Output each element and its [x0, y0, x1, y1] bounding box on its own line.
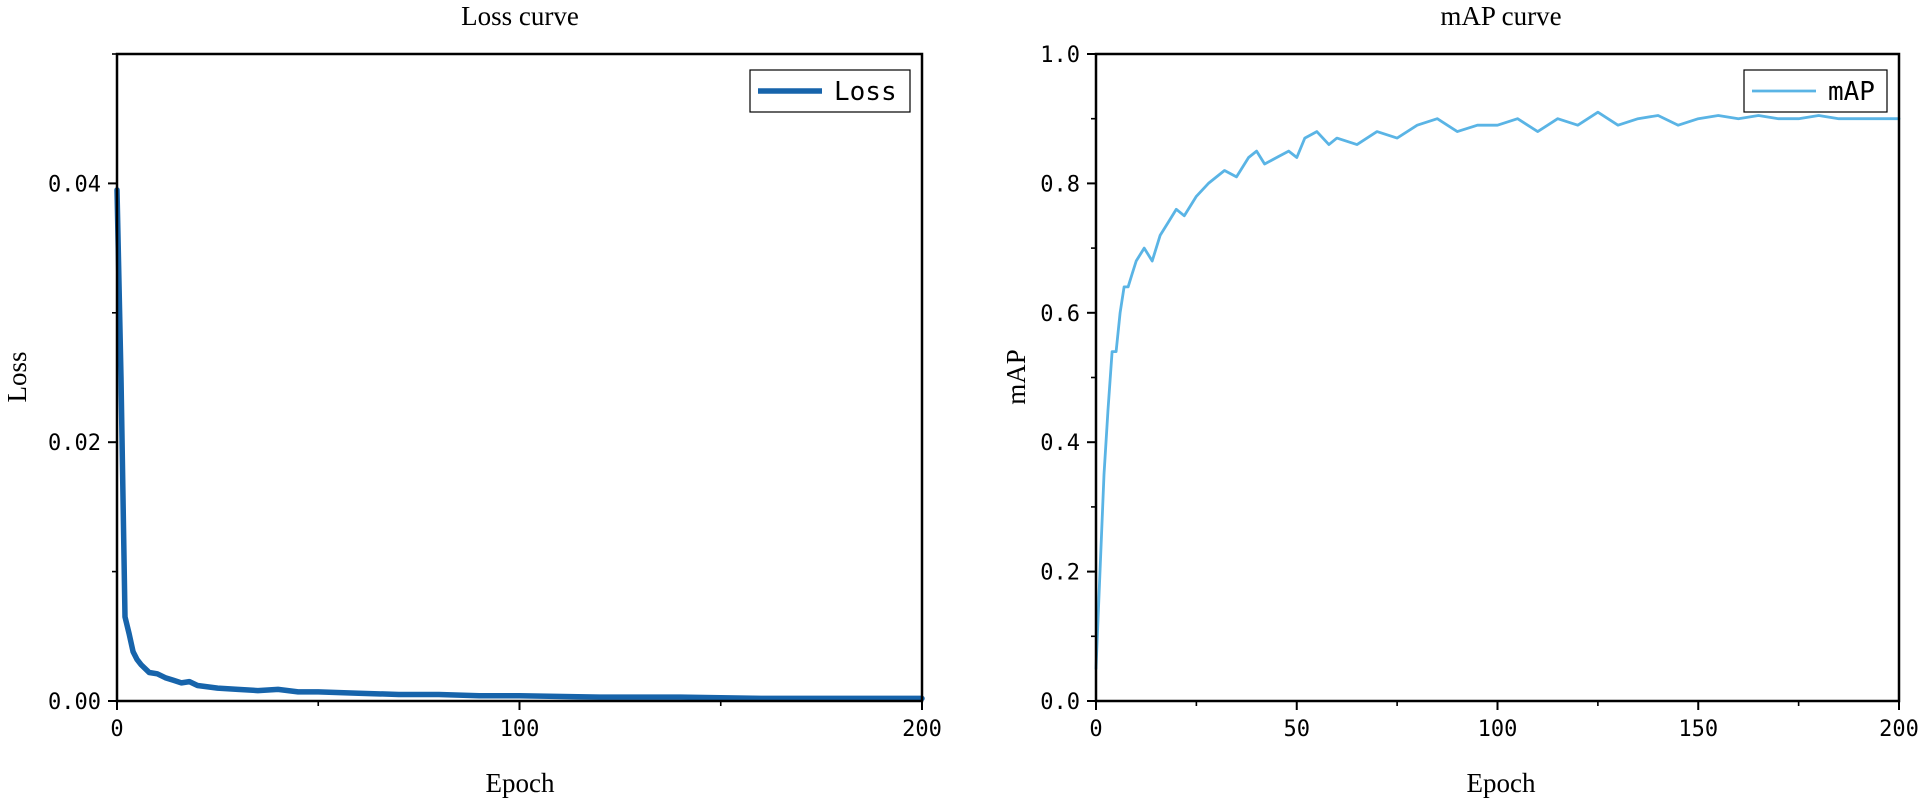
plot-lines — [114, 187, 925, 702]
loss-chart: Loss curve 0 100 200 0.00 0.02 0.04 Epoch Los… — [2, 1, 942, 798]
y-tick-label: 0.04 — [48, 172, 101, 197]
plot-lines — [1094, 110, 1901, 670]
x-tick-label: 200 — [902, 717, 942, 742]
tick-labels: 0 100 200 0.00 0.02 0.04 — [48, 172, 942, 742]
y-tick-label: 0.4 — [1040, 431, 1080, 456]
y-tick-label: 0.2 — [1040, 561, 1080, 586]
axis-ticks — [108, 53, 923, 710]
y-tick-label: 0.8 — [1040, 172, 1080, 197]
x-tick-label: 100 — [500, 717, 540, 742]
axis-ticks — [1087, 53, 1900, 710]
chart-title: mAP curve — [1440, 1, 1561, 31]
x-tick-label: 100 — [1478, 717, 1518, 742]
plot-frame — [115, 52, 924, 703]
y-tick-label: 1.0 — [1040, 43, 1080, 68]
y-tick-label: 0.02 — [48, 431, 101, 456]
map-chart: mAP curve 0 50 100 150 200 0.0 0.2 0.4 0.6 0.8 1.0… — [1001, 1, 1919, 798]
series-line-map — [1094, 110, 1901, 670]
legend: mAP — [1743, 69, 1888, 113]
x-tick-label: 0 — [1089, 717, 1102, 742]
y-axis-label: mAP — [1001, 349, 1031, 405]
x-tick-label: 150 — [1678, 717, 1718, 742]
plot-frame — [1094, 52, 1901, 703]
y-tick-label: 0.6 — [1040, 302, 1080, 327]
x-tick-label: 50 — [1284, 717, 1311, 742]
y-axis-label: Loss — [2, 351, 32, 402]
x-axis-label: Epoch — [1467, 768, 1536, 798]
x-axis-label: Epoch — [486, 768, 555, 798]
tick-labels: 0 50 100 150 200 0.0 0.2 0.4 0.6 0.8 1.0 — [1040, 43, 1919, 742]
y-tick-label: 0.00 — [48, 690, 101, 715]
chart-title: Loss curve — [461, 1, 579, 31]
legend-label-map: mAP — [1828, 77, 1875, 107]
legend: Loss — [749, 69, 911, 113]
legend-label-loss: Loss — [834, 77, 897, 107]
x-tick-label: 200 — [1879, 717, 1919, 742]
series-line-loss — [114, 187, 925, 702]
x-tick-label: 0 — [110, 717, 123, 742]
y-tick-label: 0.0 — [1040, 690, 1080, 715]
